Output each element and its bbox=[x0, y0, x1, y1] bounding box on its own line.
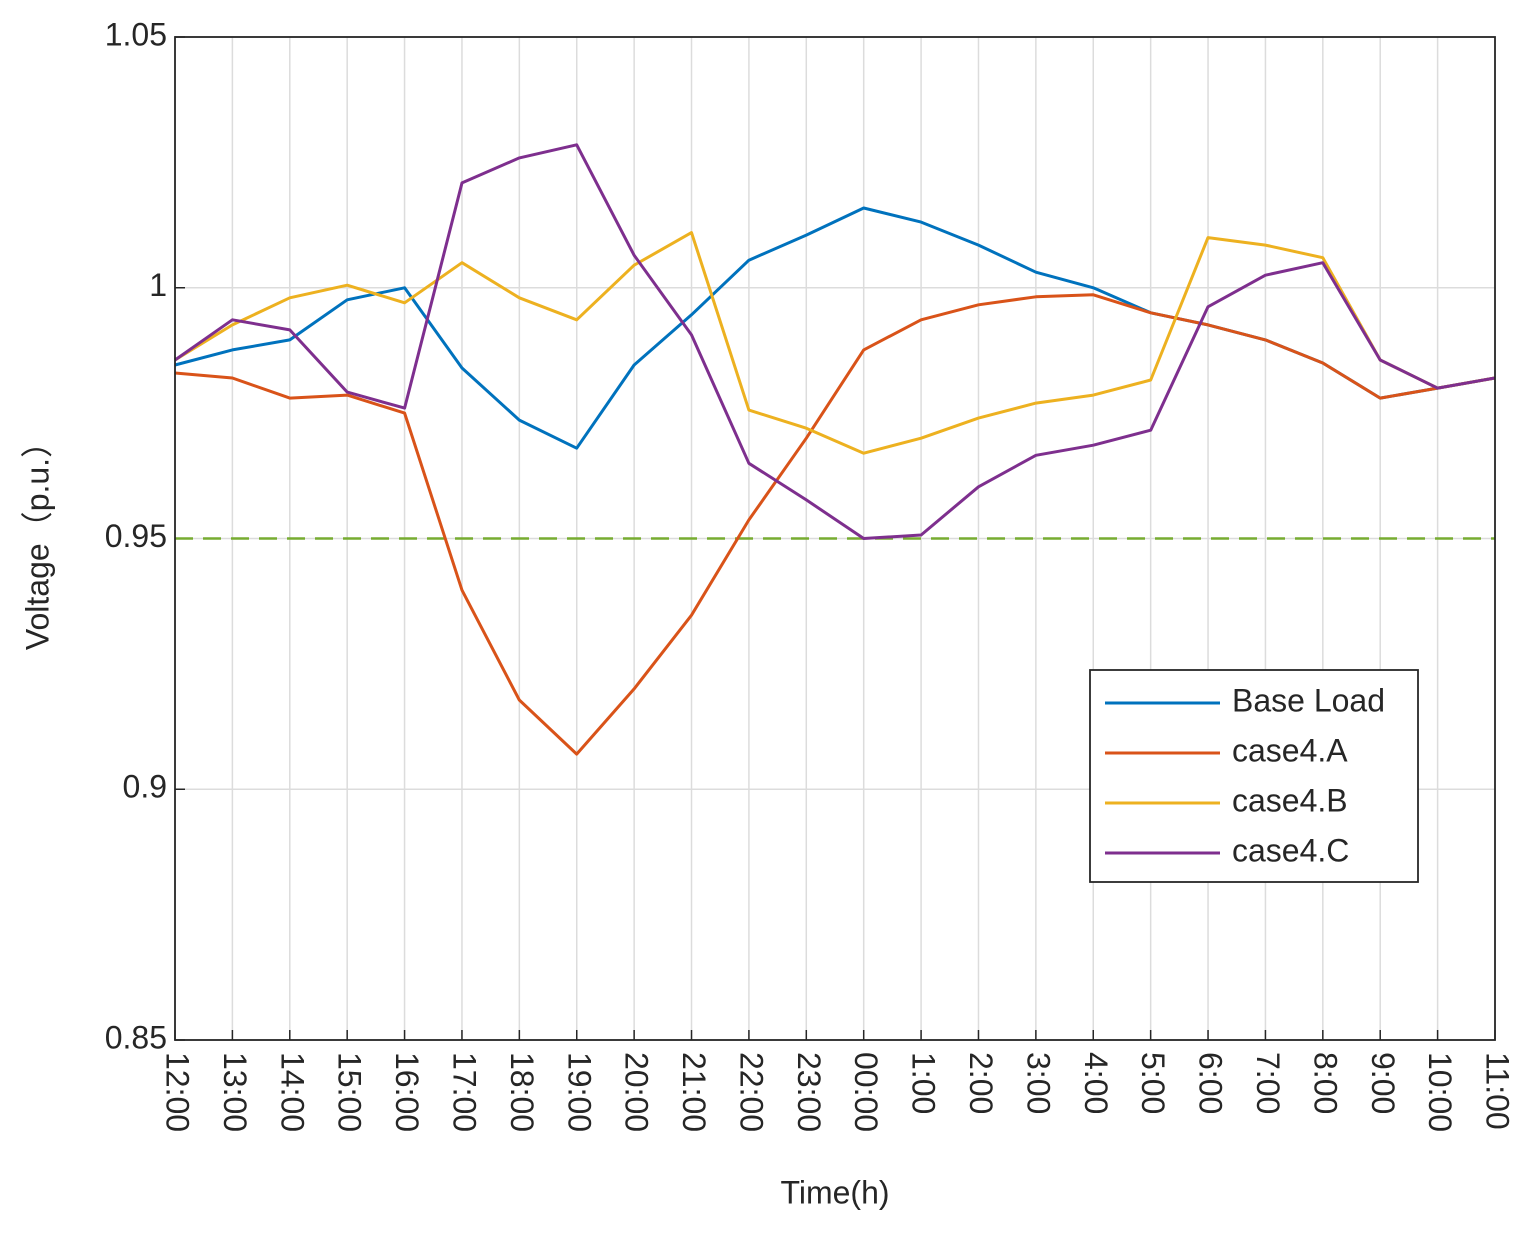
legend-label: case4.C bbox=[1232, 832, 1349, 868]
x-axis-label: Time(h) bbox=[780, 1174, 889, 1210]
x-tick-label: 17:00 bbox=[447, 1052, 483, 1132]
y-tick-label: 0.85 bbox=[105, 1019, 167, 1055]
x-tick-label: 2:00 bbox=[963, 1052, 999, 1114]
x-tick-label: 19:00 bbox=[561, 1052, 597, 1132]
series-line bbox=[174, 206, 1496, 450]
y-tick-label: 1 bbox=[149, 267, 167, 303]
y-tick-label: 0.95 bbox=[105, 518, 167, 554]
x-tick-label: 11:00 bbox=[1480, 1052, 1516, 1130]
legend-label: case4.B bbox=[1232, 782, 1348, 818]
y-axis-label: Voltage（p.u.） bbox=[19, 426, 55, 650]
x-tick-label: 10:00 bbox=[1422, 1052, 1458, 1132]
x-tick-label: 00:00 bbox=[848, 1052, 884, 1132]
series-line bbox=[174, 143, 1496, 540]
x-tick-label: 15:00 bbox=[332, 1052, 368, 1132]
x-tick-label: 16:00 bbox=[389, 1052, 425, 1132]
x-tick-label: 7:00 bbox=[1250, 1052, 1286, 1114]
x-tick-label: 20:00 bbox=[619, 1052, 655, 1132]
y-tick-label: 1.05 bbox=[105, 16, 167, 52]
x-tick-label: 9:00 bbox=[1365, 1052, 1401, 1114]
legend-label: Base Load bbox=[1232, 682, 1385, 718]
x-tick-label: 6:00 bbox=[1193, 1052, 1229, 1114]
x-tick-label: 3:00 bbox=[1020, 1052, 1056, 1114]
x-tick-label: 8:00 bbox=[1307, 1052, 1343, 1114]
x-tick-label: 4:00 bbox=[1078, 1052, 1114, 1114]
series-line bbox=[174, 231, 1496, 455]
y-tick-label: 0.9 bbox=[123, 769, 167, 805]
plot-frame bbox=[174, 36, 1496, 1041]
legend-box bbox=[1089, 669, 1419, 883]
series-line bbox=[174, 293, 1496, 756]
x-tick-label: 12:00 bbox=[160, 1052, 196, 1132]
x-tick-label: 23:00 bbox=[791, 1052, 827, 1132]
x-tick-label: 14:00 bbox=[274, 1052, 310, 1132]
x-tick-label: 5:00 bbox=[1135, 1052, 1171, 1114]
legend-label: case4.A bbox=[1232, 732, 1348, 768]
x-tick-label: 1:00 bbox=[906, 1052, 942, 1114]
x-tick-label: 22:00 bbox=[733, 1052, 769, 1132]
x-tick-label: 13:00 bbox=[217, 1052, 253, 1132]
x-tick-label: 18:00 bbox=[504, 1052, 540, 1132]
x-tick-label: 21:00 bbox=[676, 1052, 712, 1132]
